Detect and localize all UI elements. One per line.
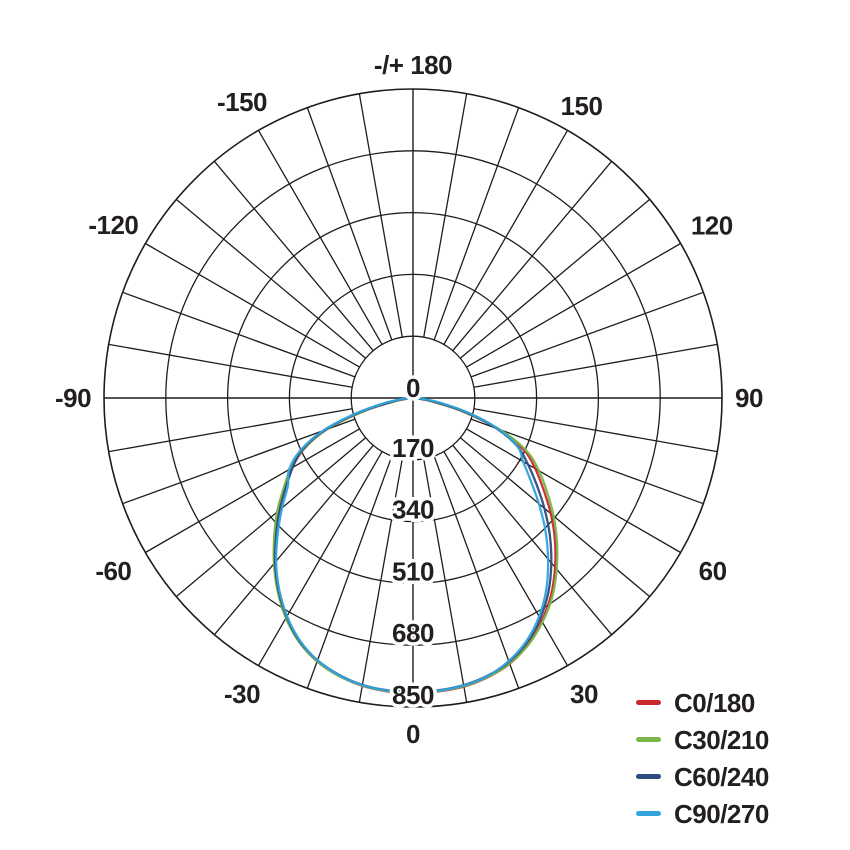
legend-swatch-c0-180-icon: [636, 700, 661, 705]
legend-item-c60-240: C60/240: [636, 758, 769, 795]
legend-swatch-c30-210-icon: [636, 737, 661, 742]
svg-text:850: 850: [392, 680, 434, 710]
legend-label-c30-210: C30/210: [674, 724, 769, 755]
legend-item-c30-210: C30/210: [636, 721, 769, 758]
svg-text:90: 90: [735, 383, 763, 413]
svg-text:120: 120: [691, 211, 733, 241]
legend-label-c90-270: C90/270: [674, 798, 769, 829]
svg-text:0: 0: [406, 719, 420, 749]
svg-text:150: 150: [561, 91, 603, 121]
svg-text:-150: -150: [217, 87, 267, 117]
legend-swatch-c60-240-icon: [636, 774, 661, 779]
legend-swatch-c90-270-icon: [636, 811, 661, 816]
svg-text:340: 340: [392, 495, 434, 525]
svg-text:-90: -90: [55, 383, 91, 413]
svg-text:510: 510: [392, 556, 434, 586]
svg-text:-/+ 180: -/+ 180: [374, 50, 452, 80]
svg-text:0: 0: [406, 373, 420, 403]
legend-item-c0-180: C0/180: [636, 684, 769, 721]
svg-text:-120: -120: [88, 210, 138, 240]
svg-text:30: 30: [570, 679, 598, 709]
legend: C0/180 C30/210 C60/240 C90/270: [636, 684, 769, 832]
svg-text:170: 170: [392, 433, 434, 463]
svg-text:60: 60: [699, 556, 727, 586]
svg-text:-60: -60: [95, 556, 131, 586]
legend-item-c90-270: C90/270: [636, 795, 769, 832]
svg-text:-30: -30: [224, 679, 260, 709]
legend-label-c60-240: C60/240: [674, 761, 769, 792]
svg-text:680: 680: [392, 618, 434, 648]
legend-label-c0-180: C0/180: [674, 687, 755, 718]
